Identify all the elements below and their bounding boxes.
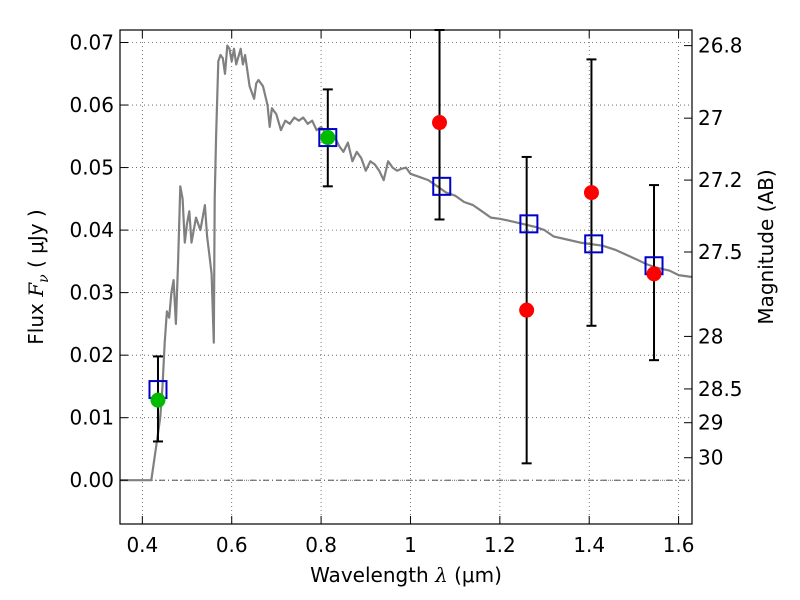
y-tick-label: 0.02: [69, 343, 114, 367]
observed-flux-point: [583, 185, 599, 201]
x-tick-label: 0.4: [126, 533, 158, 557]
y-tick-label: 0.00: [69, 468, 114, 492]
model-spectrum-line: [120, 44, 692, 482]
x-tick-label: 1.2: [484, 533, 516, 557]
y-tick-label: 0.03: [69, 281, 114, 305]
x-tick-label: 1.6: [663, 533, 695, 557]
x-tick-label: 1: [404, 533, 417, 557]
y-axis-label-unit: ( μJy ): [24, 209, 48, 274]
y-axis-label-prefix: Flux: [24, 297, 48, 345]
model-flux-square: [432, 176, 452, 196]
x-axis-label: Wavelength λ (μm): [310, 563, 502, 587]
y2-tick-label: 27.2: [698, 168, 743, 192]
x-tick-label: 0.6: [216, 533, 248, 557]
y-tick-label: 0.05: [69, 156, 114, 180]
observed-flux-point: [432, 115, 448, 131]
error-bars: [152, 29, 660, 465]
x-tick-label: 1.4: [573, 533, 605, 557]
y-axis-label-var: F: [24, 282, 48, 298]
y-tick-label: 0.06: [69, 93, 114, 117]
y-axis-ticks: 0.00 0.01 0.02 0.03 0.04 0.05 0.06 0.07: [69, 31, 128, 492]
y2-tick-label: 28: [698, 324, 723, 348]
grid-lines: [120, 30, 692, 524]
x-axis-label-prefix: Wavelength: [310, 563, 435, 587]
y2-axis-ticks: 26.8 27 27.2 27.5 28 28.5 29 30: [684, 34, 743, 470]
detected-flux-point: [150, 392, 166, 408]
y2-axis-label: Magnitude (AB): [754, 169, 778, 324]
observed-flux-markers: [150, 115, 662, 408]
x-axis-label-var: λ: [434, 563, 448, 587]
detected-flux-point: [320, 130, 336, 146]
y2-tick-label: 27: [698, 106, 723, 130]
y-axis-label-sub: ν: [36, 274, 52, 283]
y2-tick-label: 28.5: [698, 377, 743, 401]
observed-flux-point: [646, 266, 662, 282]
model-flux-square: [519, 214, 539, 234]
y-tick-label: 0.04: [69, 218, 114, 242]
x-axis-ticks: 0.4 0.6 0.8 1 1.2 1.4 1.6: [126, 30, 695, 557]
y-axis-label: Flux Fν ( μJy ): [24, 209, 52, 344]
model-flux-square: [584, 234, 604, 254]
x-axis-label-unit: (μm): [448, 563, 502, 587]
y2-tick-label: 30: [698, 446, 723, 470]
y-tick-label: 0.07: [69, 31, 114, 55]
plot-frame: [119, 29, 693, 525]
y2-tick-label: 26.8: [698, 34, 743, 58]
x-tick-label: 0.8: [305, 533, 337, 557]
y2-tick-label: 27.5: [698, 240, 743, 264]
model-flux-markers: [148, 128, 664, 400]
model-flux-square: [318, 128, 338, 148]
y-tick-label: 0.01: [69, 406, 114, 430]
observed-flux-point: [519, 302, 535, 318]
y2-tick-label: 29: [698, 411, 723, 435]
